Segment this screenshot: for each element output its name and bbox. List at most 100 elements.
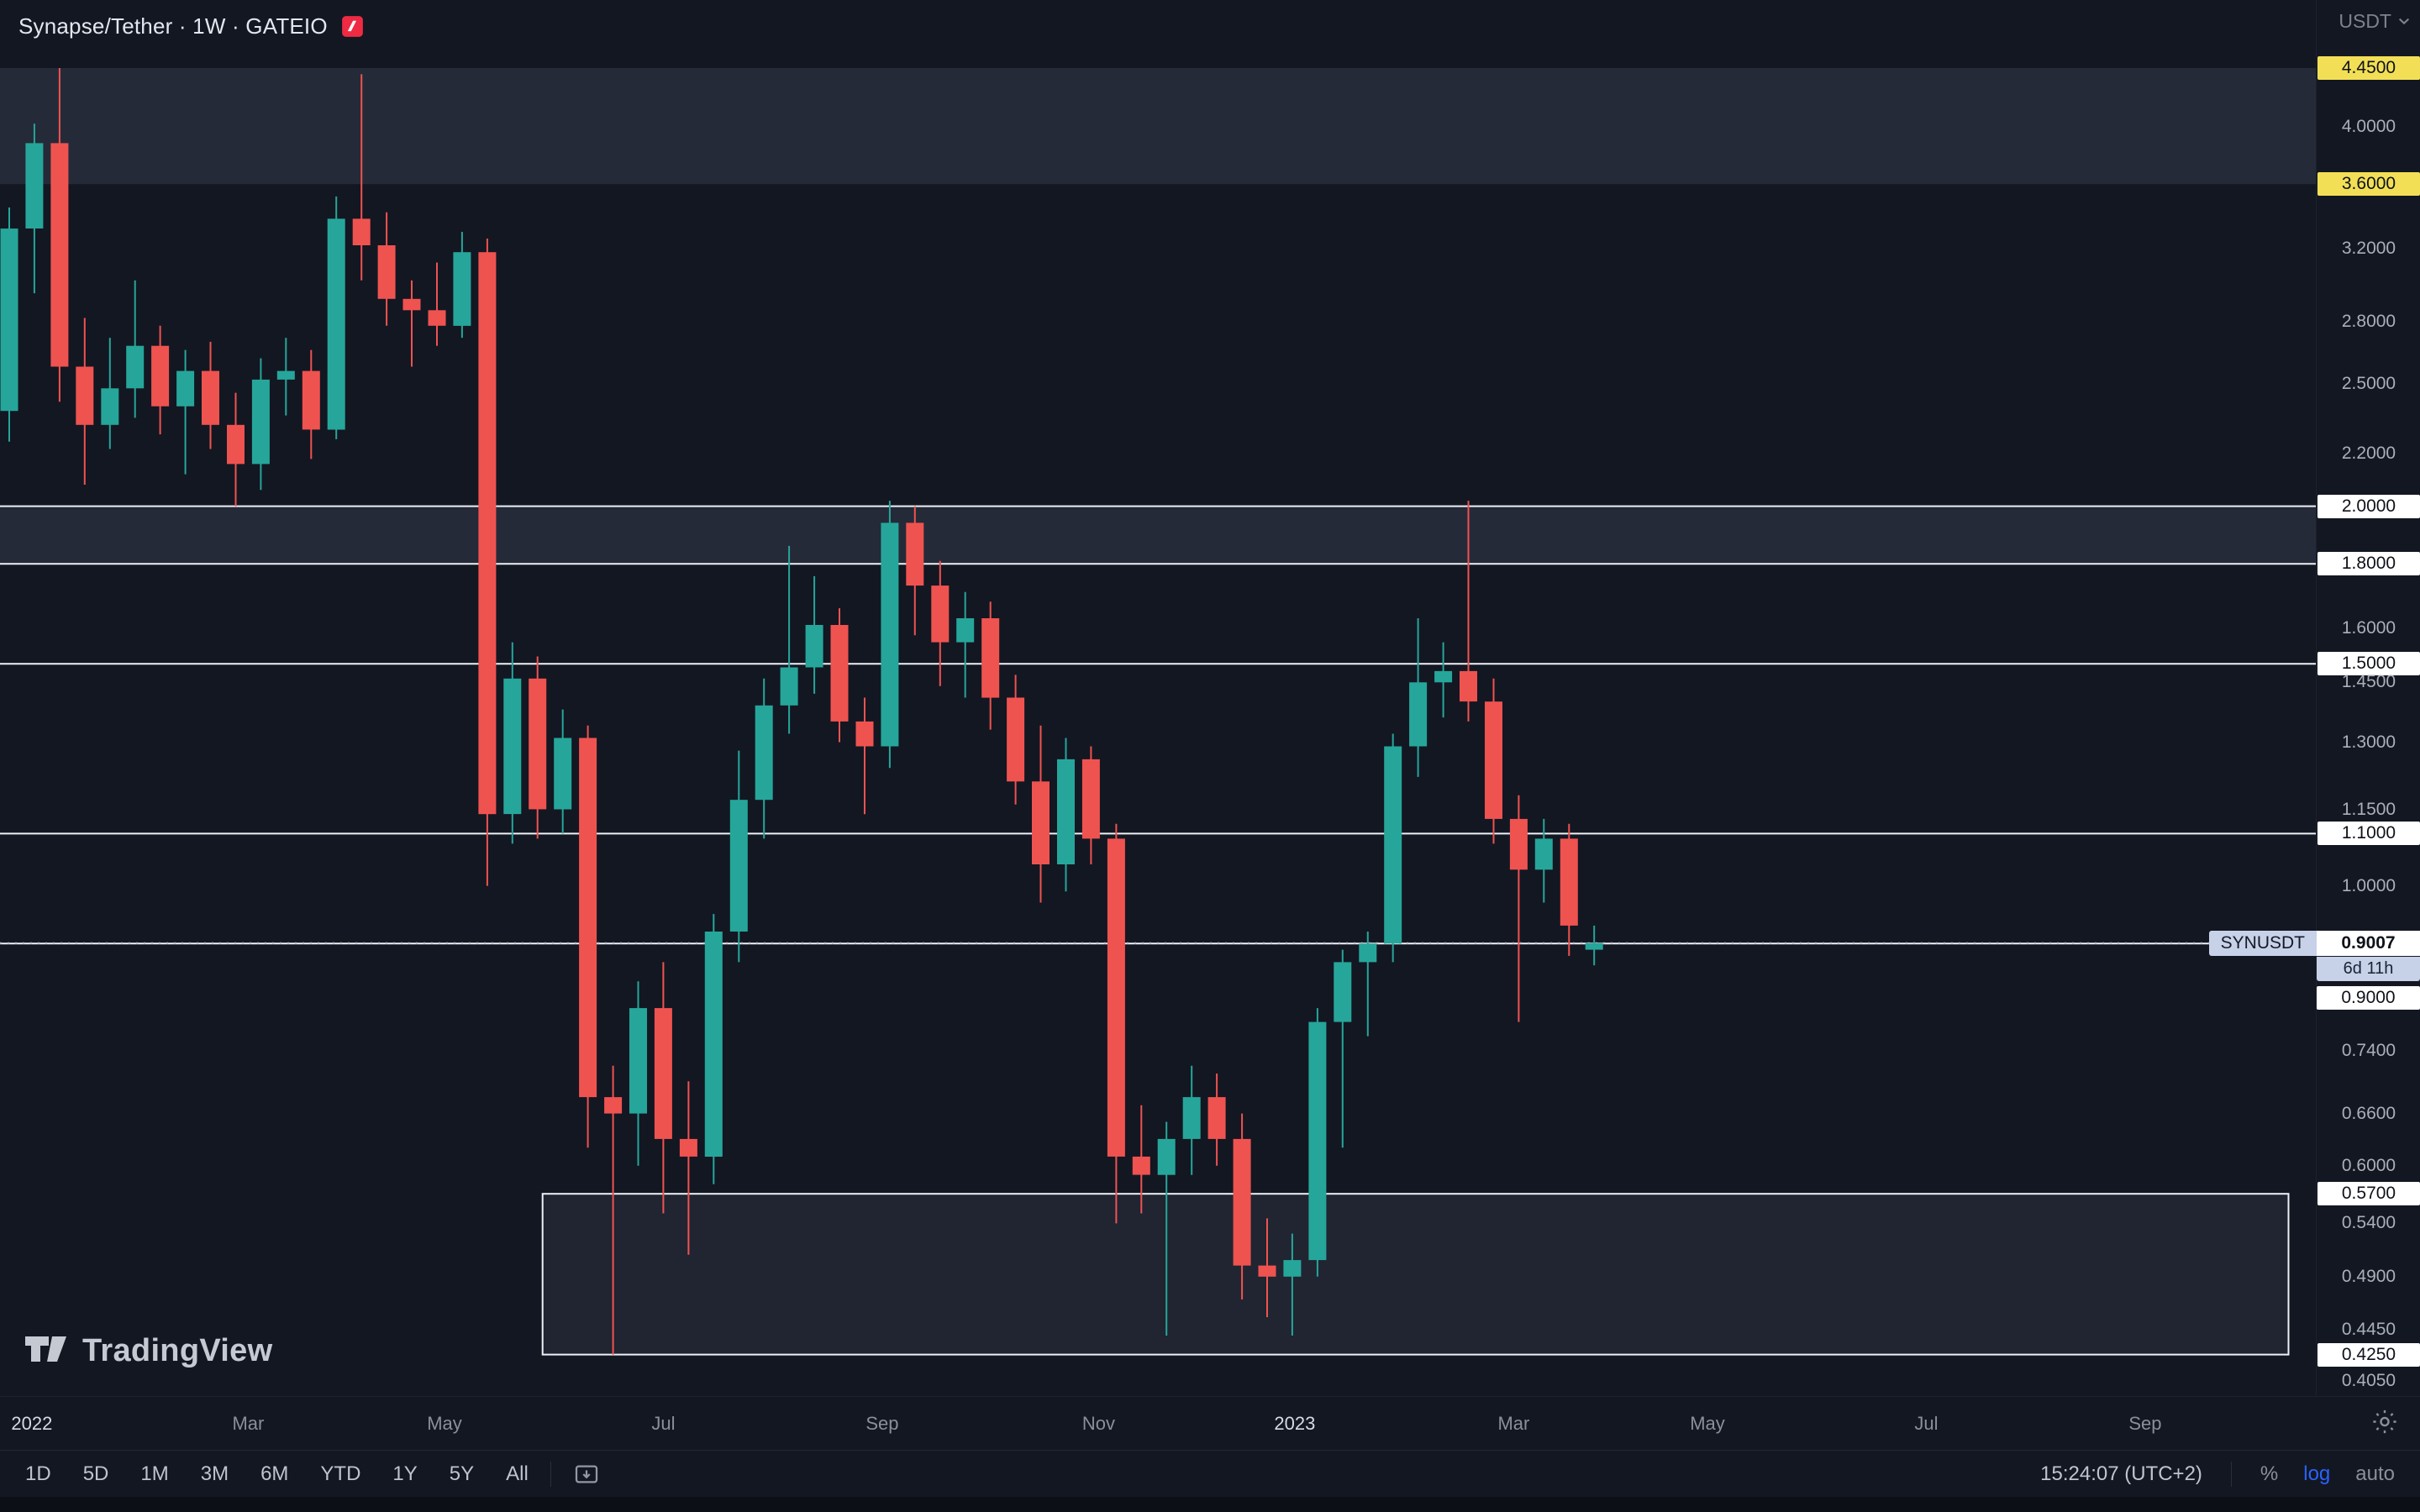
candle[interactable]: [227, 392, 245, 507]
time-tick: Jul: [651, 1413, 676, 1434]
range-3m[interactable]: 3M: [200, 1462, 229, 1485]
candle[interactable]: [554, 709, 572, 834]
level-price-label: 0.9000: [2317, 986, 2420, 1010]
candle[interactable]: [1384, 733, 1402, 963]
candle[interactable]: [503, 642, 522, 844]
candle[interactable]: [25, 123, 44, 294]
candlestick-chart[interactable]: [0, 0, 2316, 1396]
candle[interactable]: [1107, 823, 1125, 1224]
candle[interactable]: [579, 725, 597, 1148]
time-tick: May: [1690, 1413, 1725, 1434]
candle[interactable]: [1334, 949, 1352, 1148]
bottom-edge-strip: [0, 1497, 2420, 1512]
candle[interactable]: [202, 341, 219, 449]
clock-timezone-button[interactable]: 15:24:07 (UTC+2): [2040, 1462, 2202, 1485]
candle[interactable]: [1182, 1065, 1201, 1175]
bar-countdown-label: 6d 11h: [2317, 957, 2420, 981]
range-5y[interactable]: 5Y: [449, 1462, 475, 1485]
range-ytd[interactable]: YTD: [320, 1462, 361, 1485]
candle[interactable]: [1132, 1105, 1150, 1214]
currency-toggle[interactable]: USDT: [2338, 10, 2411, 33]
candle[interactable]: [679, 1081, 697, 1255]
candle[interactable]: [1460, 501, 1477, 722]
price-zone[interactable]: [0, 68, 2316, 185]
gear-icon[interactable]: [2371, 1409, 2398, 1440]
candle[interactable]: [1359, 932, 1377, 1037]
candle[interactable]: [1509, 795, 1528, 1022]
log-scale-toggle[interactable]: log: [2303, 1462, 2331, 1485]
candle[interactable]: [604, 1065, 623, 1355]
candle[interactable]: [881, 501, 899, 769]
range-1y[interactable]: 1Y: [392, 1462, 418, 1485]
range-1m[interactable]: 1M: [140, 1462, 169, 1485]
candle[interactable]: [50, 68, 69, 402]
candle[interactable]: [1057, 738, 1075, 892]
candle[interactable]: [931, 560, 950, 686]
candle[interactable]: [1434, 642, 1453, 718]
price-zone[interactable]: [0, 506, 2316, 564]
candle[interactable]: [855, 697, 874, 815]
candle[interactable]: [453, 232, 471, 339]
goto-date-icon[interactable]: [573, 1461, 600, 1488]
candle[interactable]: [1207, 1074, 1226, 1166]
range-1d[interactable]: 1D: [25, 1462, 51, 1485]
candle[interactable]: [377, 212, 396, 326]
candle[interactable]: [729, 750, 748, 963]
candle[interactable]: [1283, 1233, 1302, 1336]
candle[interactable]: [151, 325, 170, 435]
price-tick: 1.4500: [2341, 672, 2396, 692]
candle[interactable]: [428, 262, 446, 346]
symbol-legend[interactable]: Synapse/Tether · 1W · GATEIO: [18, 13, 364, 39]
candle[interactable]: [755, 678, 773, 839]
candle[interactable]: [805, 575, 823, 694]
candle[interactable]: [352, 74, 371, 281]
candle[interactable]: [1032, 725, 1050, 903]
price-tick: 0.7400: [2341, 1041, 2396, 1060]
accumulation-box[interactable]: [541, 1193, 2290, 1356]
candle[interactable]: [1081, 746, 1100, 865]
candle[interactable]: [1560, 823, 1578, 956]
candle[interactable]: [76, 318, 94, 486]
candle[interactable]: [1409, 618, 1428, 777]
tradingview-watermark[interactable]: TradingView: [25, 1332, 272, 1370]
candle[interactable]: [1534, 818, 1553, 903]
range-5d[interactable]: 5D: [82, 1462, 109, 1485]
candle[interactable]: [956, 591, 975, 698]
range-6m[interactable]: 6M: [260, 1462, 289, 1485]
symbol-flag-label[interactable]: SYNUSDT: [2208, 931, 2317, 956]
time-tick: Nov: [1081, 1413, 1115, 1434]
candle[interactable]: [402, 280, 421, 367]
range-all[interactable]: All: [506, 1462, 529, 1485]
candle[interactable]: [1233, 1113, 1251, 1299]
candle[interactable]: [478, 239, 497, 886]
candle[interactable]: [302, 349, 320, 459]
candle[interactable]: [629, 981, 647, 1166]
candle[interactable]: [1258, 1218, 1276, 1318]
candle[interactable]: [1585, 925, 1603, 966]
symbol-title[interactable]: Synapse/Tether · 1W · GATEIO: [18, 13, 328, 39]
candle[interactable]: [704, 914, 723, 1184]
time-axis[interactable]: 2022 Mar May Jul Sep Nov 2023 Mar May Jul Sep: [0, 1396, 2420, 1451]
candle[interactable]: [126, 280, 145, 418]
candle[interactable]: [1157, 1121, 1176, 1336]
candle[interactable]: [251, 358, 270, 491]
candle[interactable]: [1007, 675, 1025, 805]
candle[interactable]: [176, 349, 195, 475]
candle[interactable]: [0, 207, 18, 442]
candle[interactable]: [1485, 678, 1502, 844]
candle[interactable]: [276, 338, 295, 416]
candle[interactable]: [327, 196, 345, 439]
chart-area[interactable]: Synapse/Tether · 1W · GATEIO TradingView: [0, 0, 2316, 1396]
candle[interactable]: [529, 656, 547, 839]
percent-scale-toggle[interactable]: %: [2260, 1462, 2279, 1485]
current-price-label-stack: SYNUSDT 0.9007 6d 11h 0.9000: [2193, 931, 2420, 1010]
auto-scale-toggle[interactable]: auto: [2355, 1462, 2395, 1485]
candle[interactable]: [1308, 1008, 1327, 1277]
candle[interactable]: [906, 506, 924, 636]
candle[interactable]: [101, 338, 119, 449]
candle[interactable]: [780, 545, 798, 734]
candle[interactable]: [654, 962, 672, 1214]
candle[interactable]: [981, 601, 1000, 730]
price-axis[interactable]: USDT 4.4500 4.0000 3.6000 3.2000 2.8000 2.500…: [2316, 0, 2420, 1396]
candle[interactable]: [830, 608, 849, 743]
